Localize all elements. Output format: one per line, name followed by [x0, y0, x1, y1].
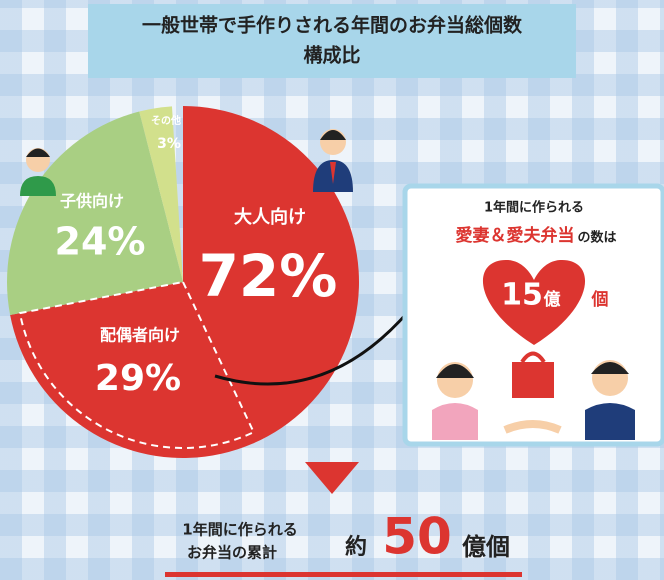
slice-value-label: 72% [199, 242, 338, 310]
callout-highlight: 愛妻＆愛夫弁当 [456, 225, 575, 246]
chart-title: 一般世帯で手作りされる年間のお弁当総個数 [142, 14, 523, 37]
title-banner [88, 4, 576, 78]
child-icon [20, 148, 56, 196]
callout-number: 15 [501, 278, 543, 313]
total-line1: 1年間に作られる [182, 521, 297, 539]
callout-suffix: の数は [577, 230, 616, 246]
pie-slice [6, 111, 184, 315]
slice-label: その他 [151, 114, 181, 127]
pie-slice [139, 106, 183, 283]
sub-segment [18, 280, 256, 449]
total-line2: お弁当の累計 [187, 544, 277, 562]
underline [165, 572, 522, 577]
couple-illustration [432, 351, 635, 440]
slice-value-label: 3% [157, 136, 181, 152]
down-triangle [305, 462, 359, 494]
slice-label: 子供向け [60, 192, 124, 211]
callout-unit: 億 [544, 289, 561, 310]
total-unit: 億個 [462, 533, 510, 561]
total-number: 50 [382, 508, 452, 566]
pie: 大人向け 72% 子供向け 24% その他 3% 配偶者向け 29% [6, 106, 359, 459]
callout-unit2: 個 [591, 289, 609, 310]
callout-line1: 1年間に作られる [484, 200, 584, 216]
total-prefix: 約 [345, 534, 367, 560]
heart [482, 259, 586, 345]
pie-slice [10, 106, 359, 459]
slice-value-label: 24% [55, 220, 146, 264]
sub-segment-label: 配偶者向け [100, 326, 180, 345]
adult-icon [313, 129, 353, 192]
arrow [214, 299, 420, 386]
sub-segment-value-label: 29% [95, 358, 181, 399]
slice-label: 大人向け [234, 206, 306, 228]
chart-subtitle: 構成比 [303, 44, 360, 67]
